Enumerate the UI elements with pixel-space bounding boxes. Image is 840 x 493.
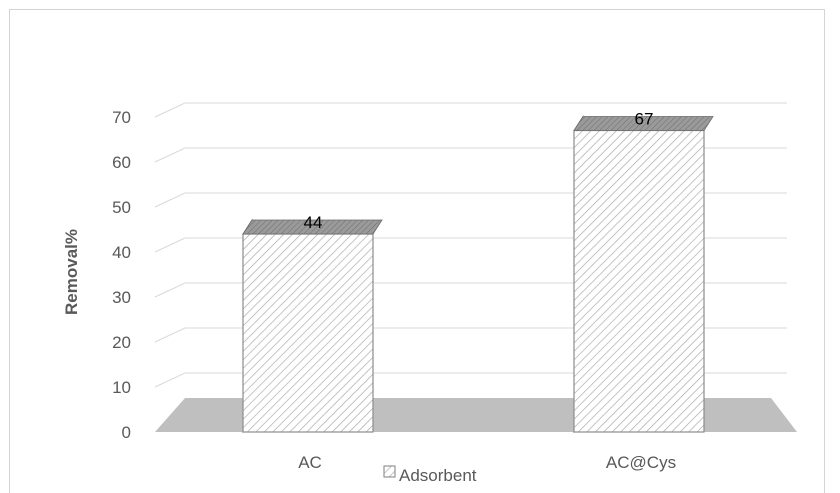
y-tick-label: 60 bbox=[112, 153, 131, 172]
chart-frame bbox=[9, 9, 825, 493]
y-axis-label: Removal% bbox=[62, 229, 81, 315]
y-axis-ticks: 0 10 20 30 40 50 60 70 bbox=[112, 108, 131, 442]
y-tick-label: 20 bbox=[112, 333, 131, 352]
legend-swatch bbox=[383, 465, 396, 478]
y-tick-label: 70 bbox=[112, 108, 131, 127]
bar-front bbox=[573, 129, 705, 433]
legend-label: Adsorbent bbox=[399, 466, 477, 485]
bar-1 bbox=[242, 218, 383, 434]
bar-2 bbox=[573, 115, 714, 434]
gridline bbox=[154, 102, 787, 118]
y-tick-label: 10 bbox=[112, 378, 131, 397]
bar-front bbox=[242, 233, 374, 433]
data-label: 67 bbox=[635, 110, 654, 129]
x-category-label: AC bbox=[298, 453, 322, 472]
data-label: 44 bbox=[304, 213, 323, 232]
legend: Adsorbent bbox=[383, 465, 477, 485]
y-tick-label: 0 bbox=[122, 423, 131, 442]
data-labels: 44 67 bbox=[304, 110, 654, 233]
x-category-label: AC@Cys bbox=[606, 453, 676, 472]
bar-top bbox=[573, 116, 714, 131]
y-tick-label: 30 bbox=[112, 288, 131, 307]
bars bbox=[242, 115, 714, 434]
y-tick-label: 50 bbox=[112, 198, 131, 217]
x-axis-categories: AC AC@Cys bbox=[298, 453, 676, 472]
bar-top bbox=[242, 219, 383, 235]
y-tick-label: 40 bbox=[112, 243, 131, 262]
gridlines bbox=[154, 102, 787, 388]
